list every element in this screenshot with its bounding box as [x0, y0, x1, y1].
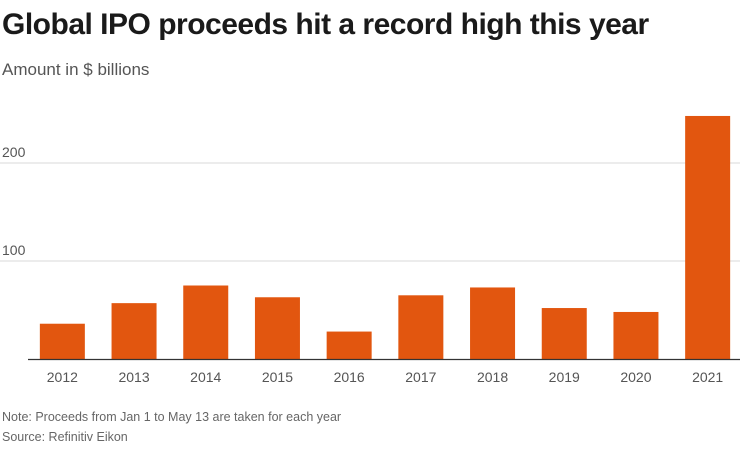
bar-2019 — [541, 308, 587, 359]
chart-subtitle: Amount in $ billions — [2, 60, 150, 79]
x-tick-label: 2019 — [549, 369, 580, 385]
bar-2015 — [254, 297, 300, 359]
bar-2014 — [183, 285, 229, 359]
chart-title: Global IPO proceeds hit a record high th… — [2, 8, 649, 41]
chart-note: Note: Proceeds from Jan 1 to May 13 are … — [2, 410, 342, 424]
bar-2016 — [326, 331, 372, 359]
bar-2017 — [398, 295, 444, 359]
x-tick-label: 2020 — [620, 369, 651, 385]
gridlines — [0, 162, 740, 262]
x-tick-label: 2016 — [334, 369, 365, 385]
x-tick-label: 2014 — [190, 369, 221, 385]
x-tick-label: 2012 — [47, 369, 78, 385]
bars — [39, 115, 731, 360]
bar-2021 — [685, 115, 731, 360]
y-tick-label: 100 — [2, 242, 26, 258]
tick-labels: 100 200 2012 2013 2014 2015 2016 2017 2018 2019 20… — [2, 144, 723, 385]
x-tick-label: 2018 — [477, 369, 508, 385]
bar-2012 — [39, 323, 85, 359]
x-tick-label: 2017 — [405, 369, 436, 385]
bar-2020 — [613, 311, 659, 359]
x-tick-label: 2021 — [692, 369, 723, 385]
x-tick-label: 2013 — [118, 369, 149, 385]
bar-chart: 100 200 2012 2013 2014 2015 2016 2017 2018 2019 20… — [0, 115, 740, 385]
bar-2018 — [470, 287, 516, 359]
y-tick-label: 200 — [2, 144, 26, 160]
x-tick-label: 2015 — [262, 369, 293, 385]
bar-2013 — [111, 303, 157, 359]
chart-source: Source: Refinitiv Eikon — [2, 430, 128, 444]
